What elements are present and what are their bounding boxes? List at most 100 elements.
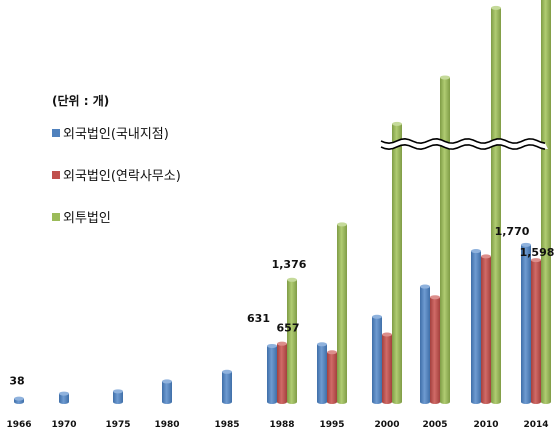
bar-base-branch-1975 xyxy=(113,400,123,404)
bar-cap-branch-2010 xyxy=(471,249,481,254)
x-tick-label-1975: 1975 xyxy=(105,420,130,430)
bar-liaison-2005 xyxy=(430,297,440,402)
bar-base-foreign-invested-2010 xyxy=(491,400,501,404)
bar-liaison-2014 xyxy=(531,260,541,402)
bar-base-foreign-invested-1995 xyxy=(337,400,347,404)
bar-branch-2005 xyxy=(420,286,430,402)
bar-base-branch-1995 xyxy=(317,400,327,404)
bar-base-liaison-2014 xyxy=(531,400,541,404)
bar-base-liaison-1995 xyxy=(327,400,337,404)
data-label-2014_0: 1,770 xyxy=(495,225,530,238)
data-label-2014_1: 1,598 xyxy=(520,246,555,259)
x-tick-label-2014: 2014 xyxy=(523,420,548,430)
bar-foreign-invested-2005 xyxy=(440,77,450,402)
bar-base-foreign-invested-1988 xyxy=(287,400,297,404)
bar-cap-branch-1966 xyxy=(14,396,24,401)
bar-cap-branch-1980 xyxy=(162,379,172,384)
bar-liaison-1988 xyxy=(277,343,287,402)
axis-break-line-top xyxy=(380,137,546,145)
bar-cap-branch-1995 xyxy=(317,342,327,347)
x-tick-label-1966: 1966 xyxy=(6,420,31,430)
bar-cap-branch-2000 xyxy=(372,314,382,319)
legend-label-foreign-invested: 외투법인 xyxy=(63,211,111,226)
bar-branch-2010 xyxy=(471,251,481,402)
bar-foreign-invested-1988 xyxy=(287,279,297,402)
axis-break-line-bottom xyxy=(380,143,546,151)
x-tick-label-2000: 2000 xyxy=(374,420,399,430)
bar-foreign-invested-2014 xyxy=(541,0,551,402)
bar-cap-foreign-invested-2000 xyxy=(392,121,402,126)
bar-branch-2014 xyxy=(521,244,531,402)
bar-cap-liaison-1988 xyxy=(277,341,287,346)
bar-base-foreign-invested-2014 xyxy=(541,400,551,404)
bar-cap-foreign-invested-1995 xyxy=(337,222,347,227)
bar-branch-1975 xyxy=(113,391,123,402)
bar-base-branch-2010 xyxy=(471,400,481,404)
bar-base-liaison-2000 xyxy=(382,400,392,404)
bar-cap-branch-1988 xyxy=(267,343,277,348)
bar-base-branch-1966 xyxy=(14,400,24,404)
bar-cap-branch-2005 xyxy=(420,284,430,289)
x-tick-label-1995: 1995 xyxy=(319,420,344,430)
bar-base-branch-1985 xyxy=(222,400,232,404)
bars-layer xyxy=(14,0,551,404)
bar-cap-liaison-2010 xyxy=(481,254,491,259)
bar-cap-liaison-2005 xyxy=(430,295,440,300)
x-tick-label-1988: 1988 xyxy=(269,420,294,430)
bar-cap-foreign-invested-1988 xyxy=(287,277,297,282)
x-tick-label-2005: 2005 xyxy=(422,420,447,430)
bar-base-liaison-1988 xyxy=(277,400,287,404)
legend: (단위 : 개) 외국법인(국내지점) 외국법인(연락사무소) 외투법인 xyxy=(52,92,181,249)
bar-branch-2000 xyxy=(372,316,382,402)
bar-cap-foreign-invested-2010 xyxy=(491,5,501,10)
bar-cap-branch-1975 xyxy=(113,389,123,394)
legend-swatch-branch xyxy=(52,128,60,137)
x-tick-label-1980: 1980 xyxy=(154,420,179,430)
x-tick-label-1970: 1970 xyxy=(51,420,76,430)
bar-cap-branch-1970 xyxy=(59,391,69,396)
x-tick-label-2010: 2010 xyxy=(473,420,498,430)
bar-liaison-2000 xyxy=(382,334,392,402)
legend-label-branch: 외국법인(국내지점) xyxy=(63,127,169,142)
bar-base-foreign-invested-2000 xyxy=(392,400,402,404)
bar-foreign-invested-1995 xyxy=(337,224,347,402)
data-label-1988_1: 657 xyxy=(277,322,300,335)
legend-label-liaison: 외국법인(연락사무소) xyxy=(63,169,181,184)
bar-cap-branch-2014 xyxy=(521,242,531,247)
legend-item-liaison: 외국법인(연락사무소) xyxy=(52,165,181,184)
bar-base-liaison-2005 xyxy=(430,400,440,404)
bar-branch-1970 xyxy=(59,393,69,402)
bar-base-branch-2014 xyxy=(521,400,531,404)
legend-item-branch: 외국법인(국내지점) xyxy=(52,123,181,142)
bar-liaison-2010 xyxy=(481,256,491,402)
data-label-1966_0: 38 xyxy=(9,375,24,388)
bar-branch-1988 xyxy=(267,345,277,402)
bar-base-foreign-invested-2005 xyxy=(440,400,450,404)
bar-cap-liaison-1995 xyxy=(327,350,337,355)
bar-cap-liaison-2014 xyxy=(531,258,541,263)
bar-foreign-invested-2010 xyxy=(491,7,501,403)
bar-base-liaison-2010 xyxy=(481,400,491,404)
bar-base-branch-1980 xyxy=(162,400,172,404)
x-tick-label-1985: 1985 xyxy=(214,420,239,430)
data-label-1988_0: 631 xyxy=(247,312,270,325)
bar-cap-branch-1985 xyxy=(222,369,232,374)
axis-break-layer xyxy=(380,137,548,151)
bar-base-branch-2000 xyxy=(372,400,382,404)
bar-branch-1980 xyxy=(162,381,172,402)
legend-swatch-liaison xyxy=(52,170,60,179)
unit-label: (단위 : 개) xyxy=(52,94,110,108)
bar-liaison-1995 xyxy=(327,352,337,402)
bar-branch-1995 xyxy=(317,344,327,402)
bar-base-branch-1988 xyxy=(267,400,277,404)
data-label-1988_2: 1,376 xyxy=(272,258,307,271)
bar-base-branch-2005 xyxy=(420,400,430,404)
bar-base-branch-1970 xyxy=(59,400,69,404)
x-tick-labels-layer: 1966 1970 1975 1980 1985 1988 1995 2000 2005 2010… xyxy=(6,420,548,430)
bar-cap-liaison-2000 xyxy=(382,332,392,337)
bar-foreign-invested-2000 xyxy=(392,123,402,403)
bar-branch-1985 xyxy=(222,371,232,402)
legend-item-foreign-invested: 외투법인 xyxy=(52,207,181,226)
